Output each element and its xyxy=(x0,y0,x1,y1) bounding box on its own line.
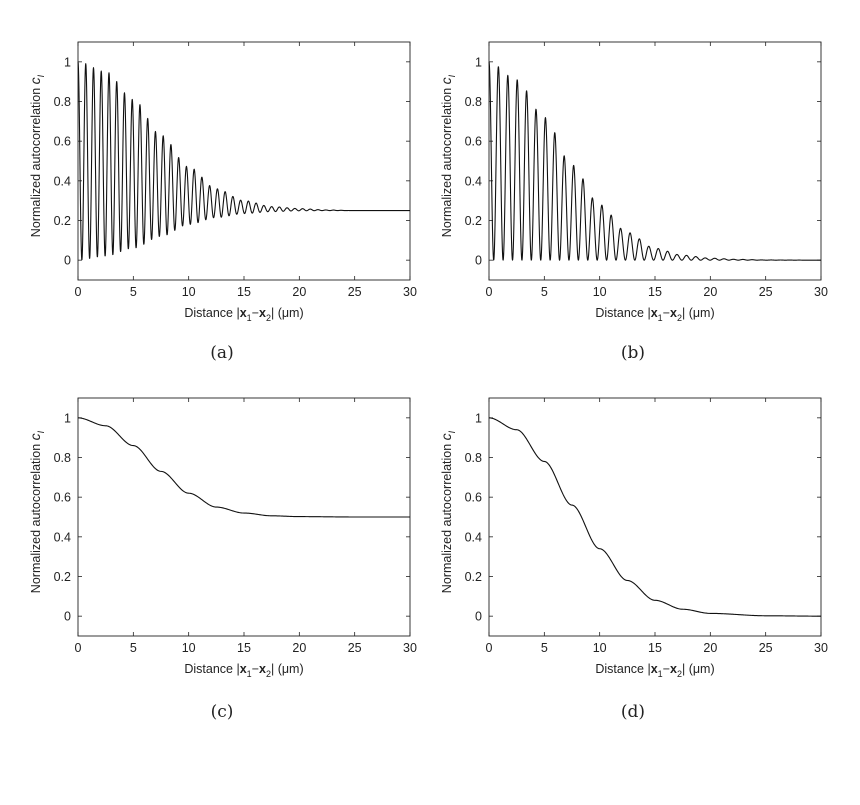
x-axis-label: Distance |x1−x2| (μm) xyxy=(595,662,714,679)
x-tick-label: 25 xyxy=(759,285,773,299)
x-tick-label: 10 xyxy=(182,285,196,299)
x-tick-label: 15 xyxy=(648,285,662,299)
data-line xyxy=(488,61,822,261)
y-axis-label: Normalized autocorrelation cI xyxy=(27,74,46,237)
x-tick-label: 5 xyxy=(541,641,548,655)
x-tick-label: 25 xyxy=(348,285,362,299)
x-axis-label: Distance |x1−x2| (μm) xyxy=(184,306,303,323)
plot-frame xyxy=(488,41,822,281)
x-tick-label: 20 xyxy=(703,285,717,299)
y-tick-label: 1 xyxy=(64,55,71,69)
plot-frame xyxy=(488,397,822,637)
y-tick-label: 0 xyxy=(64,254,71,268)
y-tick-label: 0.8 xyxy=(465,95,482,109)
y-tick-label: 0 xyxy=(475,610,482,624)
x-tick-label: 10 xyxy=(593,285,607,299)
y-tick-label: 1 xyxy=(64,411,71,425)
y-axis-label: Normalized autocorrelation cI xyxy=(27,430,46,593)
chart-panel-a: 0 5 10 15 20 25 30 0 0.2 0.4 0.6 0.8 1 Distance |x1−x… xyxy=(27,41,417,363)
y-tick-label: 0.6 xyxy=(54,491,71,505)
y-tick-label: 0.4 xyxy=(465,530,482,544)
x-tick-label: 15 xyxy=(237,641,251,655)
y-tick-label: 0 xyxy=(64,610,71,624)
chart-panel-d: 0 5 10 15 20 25 30 0 0.2 0.4 0.6 0.8 1 Distance |x1−x… xyxy=(438,397,828,722)
x-tick-label: 30 xyxy=(814,285,828,299)
y-axis-label: Normalized autocorrelation cI xyxy=(438,74,457,237)
x-tick-label: 10 xyxy=(593,641,607,655)
y-tick-label: 0.4 xyxy=(54,174,71,188)
x-tick-label: 30 xyxy=(814,641,828,655)
data-line xyxy=(77,61,411,261)
y-tick-label: 0.2 xyxy=(54,570,71,584)
y-tick-label: 0.4 xyxy=(465,174,482,188)
chart-panel-b: 0 5 10 15 20 25 30 0 0.2 0.4 0.6 0.8 1 Distance |x1−x… xyxy=(438,41,828,363)
y-tick-label: 0 xyxy=(475,254,482,268)
x-axis-label: Distance |x1−x2| (μm) xyxy=(184,662,303,679)
x-tick-label: 5 xyxy=(541,285,548,299)
x-tick-label: 25 xyxy=(348,641,362,655)
y-axis-label: Normalized autocorrelation cI xyxy=(438,430,457,593)
x-tick-label: 0 xyxy=(75,285,82,299)
data-line xyxy=(488,417,821,617)
panel-caption: (c) xyxy=(211,702,234,722)
y-tick-label: 0.6 xyxy=(54,135,71,149)
x-tick-label: 20 xyxy=(292,285,306,299)
plot-frame xyxy=(77,41,411,281)
y-tick-label: 0.6 xyxy=(465,135,482,149)
panel-caption: (d) xyxy=(621,702,645,722)
x-tick-label: 15 xyxy=(237,285,251,299)
y-tick-label: 0.8 xyxy=(54,451,71,465)
data-line xyxy=(77,417,410,518)
x-tick-label: 5 xyxy=(130,641,137,655)
y-tick-label: 0.6 xyxy=(465,491,482,505)
y-tick-label: 0.2 xyxy=(465,570,482,584)
x-tick-label: 15 xyxy=(648,641,662,655)
y-tick-label: 0.8 xyxy=(54,95,71,109)
panel-caption: (b) xyxy=(621,343,645,363)
x-tick-label: 0 xyxy=(75,641,82,655)
chart-panel-c: 0 5 10 15 20 25 30 0 0.2 0.4 0.6 0.8 1 Distance |x1−x… xyxy=(27,397,417,722)
y-tick-label: 0.8 xyxy=(465,451,482,465)
x-tick-label: 20 xyxy=(703,641,717,655)
x-tick-label: 0 xyxy=(486,641,493,655)
x-axis-label: Distance |x1−x2| (μm) xyxy=(595,306,714,323)
x-tick-label: 20 xyxy=(292,641,306,655)
x-tick-label: 25 xyxy=(759,641,773,655)
y-tick-label: 1 xyxy=(475,411,482,425)
x-tick-label: 30 xyxy=(403,285,417,299)
x-tick-label: 10 xyxy=(182,641,196,655)
panel-caption: (a) xyxy=(210,343,233,363)
x-tick-label: 0 xyxy=(486,285,493,299)
y-tick-label: 0.2 xyxy=(54,214,71,228)
y-tick-label: 0.4 xyxy=(54,530,71,544)
y-tick-label: 0.2 xyxy=(465,214,482,228)
x-tick-label: 5 xyxy=(130,285,137,299)
y-tick-label: 1 xyxy=(475,55,482,69)
x-tick-label: 30 xyxy=(403,641,417,655)
